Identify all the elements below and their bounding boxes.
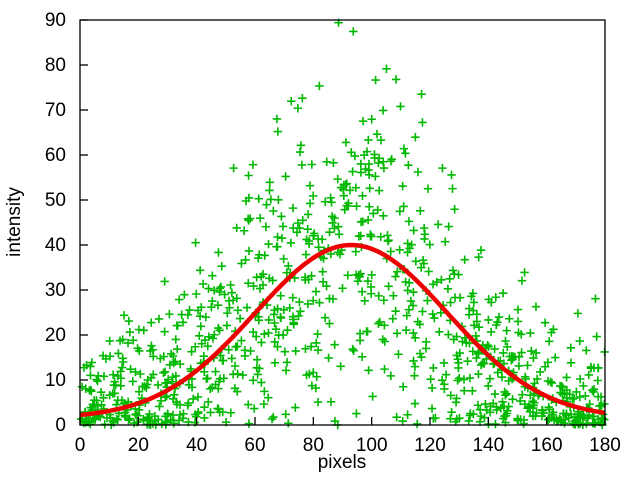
y-tick-label-60: 60: [45, 145, 66, 166]
x-tick-label-60: 60: [244, 435, 265, 456]
y-tick-label-10: 10: [45, 370, 66, 391]
chart-container: 0 20 40 60 80 100 120 140 160 180 0 10 20 30 40 50 60 70…: [0, 0, 640, 480]
y-axis-title: intensity: [4, 187, 25, 257]
x-tick-label-20: 20: [128, 435, 149, 456]
y-tick-label-40: 40: [45, 235, 66, 256]
x-tick-label-160: 160: [531, 435, 563, 456]
x-tick-label-140: 140: [472, 435, 504, 456]
y-tick-label-70: 70: [45, 100, 66, 121]
x-axis-title: pixels: [318, 452, 367, 473]
x-tick-label-40: 40: [186, 435, 207, 456]
y-tick-label-80: 80: [45, 55, 66, 76]
y-tick-label-0: 0: [55, 415, 66, 436]
x-tick-label-180: 180: [589, 435, 621, 456]
x-tick-label-0: 0: [75, 435, 86, 456]
x-tick-label-120: 120: [414, 435, 446, 456]
y-tick-label-50: 50: [45, 190, 66, 211]
y-tick-label-20: 20: [45, 325, 66, 346]
plot-area-background: [80, 20, 605, 425]
y-tick-label-90: 90: [45, 10, 66, 31]
y-tick-label-30: 30: [45, 280, 66, 301]
scatter-chart-svg: 0 20 40 60 80 100 120 140 160 180 010203040506070…: [0, 0, 640, 480]
